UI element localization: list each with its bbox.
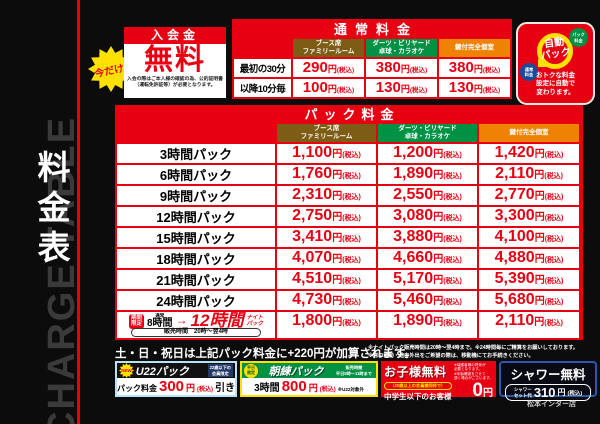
pack-rate-table: パック料金 ブース席 ファミリールーム ダーツ・ビリヤード 卓球・カラオケ 鍵付完全…	[115, 105, 583, 340]
morning-title: 朝練パック	[268, 365, 324, 378]
price-cell: 2,750 円 (税込)	[277, 207, 376, 226]
pack-row-label: 9時間パック	[117, 186, 275, 205]
column-header-darts: ダーツ・ビリヤード 卓球・カラオケ	[366, 39, 437, 57]
pack-row-label: 12時間パック	[117, 207, 275, 226]
u22-exclusion-note: ※U22対象外	[337, 387, 364, 392]
fine-print: ※ナイトパック販売時間は20時〜翌4時まで。※24時間毎にご精算をお願いしており…	[368, 345, 579, 359]
shower-set-label: シャワー セット代	[513, 387, 532, 398]
header-spacer	[117, 124, 275, 142]
price-cell: 1,760 円 (税込)	[277, 165, 376, 184]
normal-rate-bubble: 通常 料金	[520, 63, 538, 81]
kids-condition-pill: （20歳以上の会員様同伴で）	[384, 381, 452, 390]
normal-table-title: 通常料金	[232, 19, 512, 39]
morning-condition: 販売時間 平日5時〜11時まで	[335, 365, 372, 376]
price-cell: 5,390 円 (税込)	[479, 270, 579, 289]
sale-time-pill: 販売時間 20時〜翌4時	[131, 328, 261, 337]
column-header-darts: ダーツ・ビリヤード 卓球・カラオケ	[378, 124, 477, 142]
shower-free-card: シャワー無料 シャワー セット代 310 円 (税込)	[499, 361, 597, 401]
u22-price-row: パック料金 300 円 (税込) 引き	[117, 378, 236, 395]
price-cell: 2,770 円 (税込)	[479, 186, 579, 205]
price-cell: 3,300 円 (税込)	[479, 207, 579, 226]
admission-fee-card: 入会金 無料 入会の際はご本人様の確認の為、公的証明書（運転免許証等）が必要とな…	[124, 27, 226, 98]
limited-period-badge: 期間 限定	[128, 314, 144, 329]
pack-row-label: 18時間パック	[117, 249, 275, 268]
price-cell: 4,070 円 (税込)	[277, 249, 376, 268]
price-cell: 1,200 円 (税込)	[378, 144, 477, 163]
shower-title: シャワー無料	[510, 368, 586, 382]
pack-row-label: 24時間パック	[117, 291, 275, 310]
column-header-private: 鍵付完全個室	[439, 39, 510, 57]
price-cell: 2,310 円 (税込)	[277, 186, 376, 205]
column-header-private: 鍵付完全個室	[479, 124, 579, 142]
price-cell: 4,730 円 (税込)	[277, 291, 376, 310]
price-cell: 290 円 (税込)	[293, 59, 364, 77]
price-cell: 5,170 円 (税込)	[378, 270, 477, 289]
pack-row-label: 3時間パック	[117, 144, 275, 163]
price-cell: 380 円 (税込)	[439, 59, 510, 77]
price-cell: 2,550 円 (税込)	[378, 186, 477, 205]
auto-pack-note: おトクな料金 設定に自動で 変わります。	[536, 71, 575, 97]
admission-note: 入会の際はご本人様の確認の為、公的証明書（運転免許証等）が必要となります。	[127, 77, 223, 89]
price-cell: 3,880 円 (税込)	[378, 228, 477, 247]
page-title: 料金表	[33, 150, 70, 270]
column-header-booth: ブース席 ファミリールーム	[277, 124, 376, 142]
price-cell: 4,510 円 (税込)	[277, 270, 376, 289]
price-cell: 1,420 円 (税込)	[479, 144, 579, 163]
price-cell: 4,660 円 (税込)	[378, 249, 477, 268]
price-cell: 130 円 (税込)	[439, 79, 510, 97]
accent-line	[77, 0, 80, 424]
store-name: 松本インター店	[527, 401, 576, 408]
pack-row-label: 15時間パック	[117, 228, 275, 247]
pack-row-label: 21時間パック	[117, 270, 275, 289]
shower-price-row: シャワー セット代 310 円 (税込)	[505, 384, 591, 401]
u22-pack-card: NEW U22パック 22歳以下の 会員限定 パック料金 300 円 (税込) …	[115, 361, 237, 397]
circular-arrow-icon	[537, 33, 573, 69]
price-cell: 130 円 (税込)	[366, 79, 437, 97]
price-cell: 100 円 (税込)	[293, 79, 364, 97]
price-cell: 1,800 円 (税込)	[277, 312, 376, 338]
morning-pack-card: 平日 限定 朝練パック 販売時間 平日5時〜11時まで 3時間 800 円 (税…	[240, 361, 378, 397]
price-cell: 4,880 円 (税込)	[479, 249, 579, 268]
morning-price-row: 3時間 800 円 (税込) ※U22対象外	[242, 378, 376, 395]
price-cell: 2,110 円 (税込)	[479, 312, 579, 338]
kids-fine-print: ※保護者様の同伴が 必要となります。 ※年齢確認をさせて 頂く場合がございます。	[453, 363, 493, 381]
pack-row-label: 6時間パック	[117, 165, 275, 184]
price-cell: 1,100 円 (税込)	[277, 144, 376, 163]
price-cell: 380 円 (税込)	[366, 59, 437, 77]
weekend-surcharge-note: 土・日・祝日は上記パック料金に+220円が加算されます。	[115, 348, 416, 360]
price-cell: 2,110 円 (税込)	[479, 165, 579, 184]
price-cell: 3,080 円 (税込)	[378, 207, 477, 226]
price-cell: 1,890 円 (税込)	[378, 312, 477, 338]
night-after-suffix: ナイト パック	[246, 315, 263, 328]
price-cell: 5,680 円 (税込)	[479, 291, 579, 310]
price-cell: 1,890 円 (税込)	[378, 165, 477, 184]
pack-table-title: パック料金	[115, 105, 583, 124]
kids-body: 中学生以下のお客様	[384, 391, 452, 401]
header-spacer	[234, 39, 291, 57]
auto-pack-badge: 自動 パック 通常 料金 パック 料金 おトクな料金 設定に自動で 変わります。	[516, 22, 595, 105]
price-cell: 4,100 円 (税込)	[479, 228, 579, 247]
kids-price: 0 円	[472, 379, 493, 401]
new-badge-icon: NEW	[119, 363, 134, 378]
normal-rate-table: 通常料金 ブース席 ファミリールーム ダーツ・ビリヤード 卓球・カラオケ 鍵付完全個…	[232, 19, 512, 99]
kids-free-card: お子様無料 ※保護者様の同伴が 必要となります。 ※年齢確認をさせて 頂く場合が…	[381, 361, 496, 401]
column-header-booth: ブース席 ファミリールーム	[293, 39, 364, 57]
row-label: 最初の30分	[234, 59, 291, 77]
pack-rate-bubble: パック 料金	[569, 28, 588, 47]
u22-title: U22パック	[135, 365, 189, 378]
admission-title: 入会金	[124, 27, 226, 44]
price-cell: 5,460 円 (税込)	[378, 291, 477, 310]
row-label: 以降10分毎	[234, 79, 291, 97]
kids-title: お子様無料	[384, 365, 447, 379]
admission-free-value: 無料	[143, 44, 206, 76]
night-pack-row-label: 期間 限定 通常 8時間 ナイトパック → 12時間 ナイト パック 販売時間 …	[117, 312, 275, 338]
price-cell: 3,410 円 (税込)	[277, 228, 376, 247]
weekday-only-badge: 平日 限定	[244, 363, 258, 378]
night-after: 12時間	[190, 311, 244, 330]
arrow-right-icon: →	[175, 313, 188, 327]
u22-condition: 22歳以下の 会員限定	[207, 364, 233, 377]
